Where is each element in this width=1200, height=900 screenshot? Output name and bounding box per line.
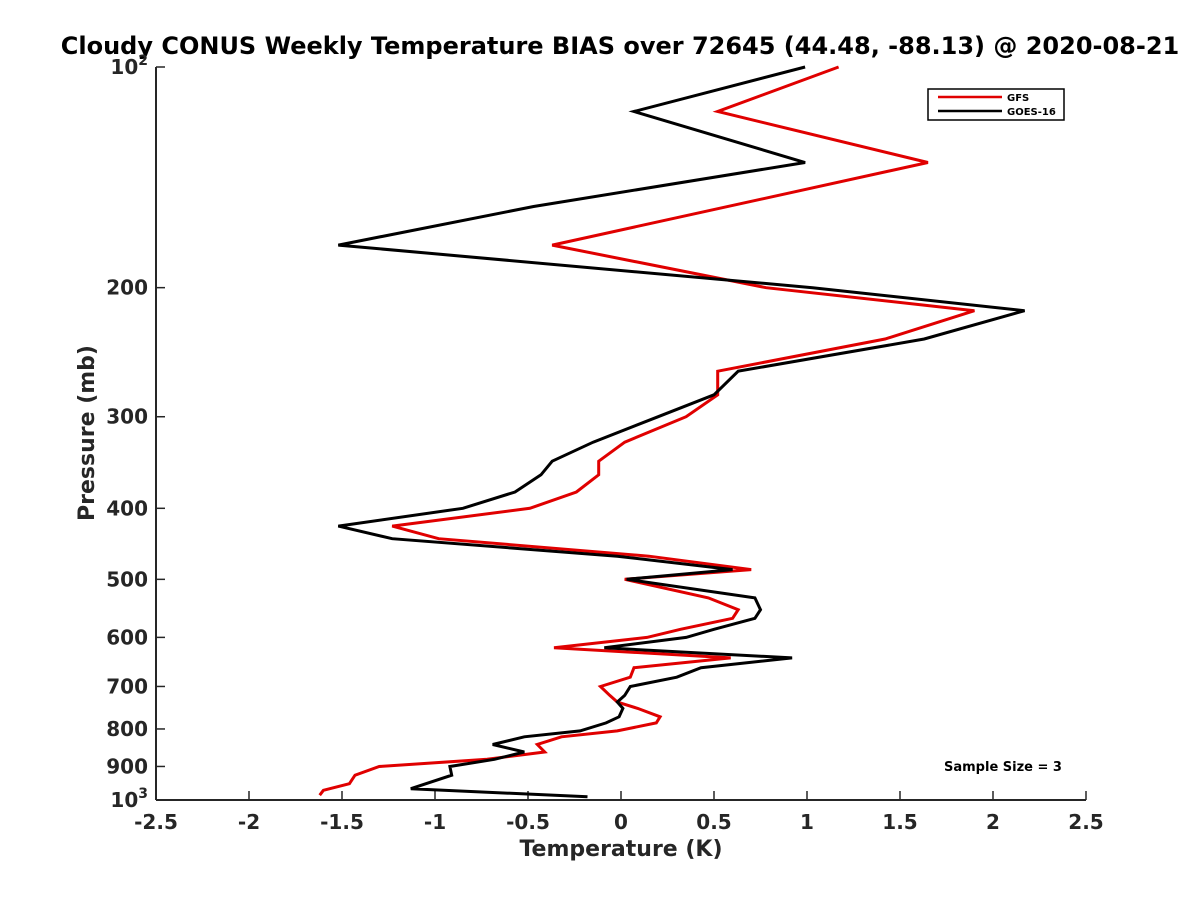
y-tick-label: 800 — [106, 717, 148, 741]
y-axis-label: Pressure (mb) — [75, 345, 100, 521]
y-tick-label: 500 — [106, 567, 148, 591]
legend: GFS GOES-16 — [927, 88, 1065, 121]
y-tick-label: 300 — [106, 405, 148, 429]
x-tick-label: 0 — [614, 810, 628, 834]
chart-title: Cloudy CONUS Weekly Temperature BIAS ove… — [61, 32, 1179, 60]
series-line-gfs — [318, 65, 975, 797]
y-tick-exponent: 2 — [138, 53, 148, 69]
sample-size-annotation: Sample Size = 3 — [944, 760, 1062, 775]
y-tick-label: 600 — [106, 625, 148, 649]
x-tick-label: -1.5 — [320, 810, 364, 834]
series-lines — [318, 65, 1026, 799]
legend-box — [927, 88, 1065, 121]
y-tick-exponent: 3 — [138, 786, 148, 802]
legend-label-goes16: GOES-16 — [1007, 107, 1056, 118]
x-tick-label: -1 — [424, 810, 446, 834]
y-tick-label: 103 — [110, 786, 148, 812]
x-tick-label: -0.5 — [506, 810, 550, 834]
y-tick-label: 400 — [106, 496, 148, 520]
x-ticks: -2.5 -2 -1.5 -1 -0.5 0 0.5 1 1.5 2 2.5 — [134, 791, 1104, 834]
x-tick-label: 2.5 — [1068, 810, 1103, 834]
legend-label-gfs: GFS — [1007, 93, 1029, 104]
x-tick-label: 0.5 — [696, 810, 731, 834]
x-axis-label: Temperature (K) — [519, 837, 722, 862]
x-tick-label: 1.5 — [882, 810, 917, 834]
y-tick-base: 10 — [110, 788, 138, 812]
y-tick-label: 102 — [110, 53, 148, 79]
x-tick-label: 2 — [986, 810, 1000, 834]
x-tick-label: 1 — [800, 810, 814, 834]
x-tick-label: -2 — [238, 810, 260, 834]
y-tick-base: 10 — [110, 55, 138, 79]
y-tick-label: 900 — [106, 754, 148, 778]
y-tick-label: 200 — [106, 276, 148, 300]
x-tick-label: -2.5 — [134, 810, 178, 834]
series-line-goes-16 — [337, 65, 1026, 799]
y-tick-label: 700 — [106, 674, 148, 698]
